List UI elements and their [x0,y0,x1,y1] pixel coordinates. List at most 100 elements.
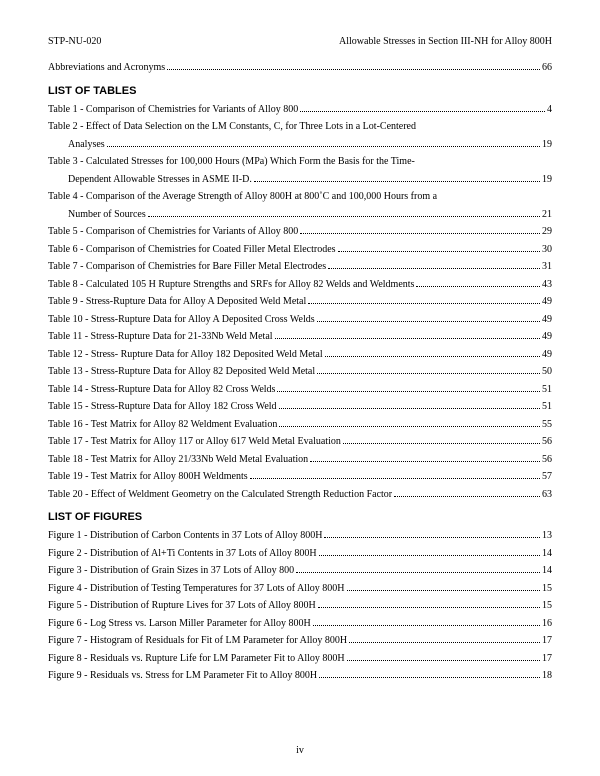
table-entry-page: 49 [542,348,552,362]
dot-leader [319,548,540,556]
table-entry-text: Table 6 - Comparison of Chemistries for … [48,243,336,257]
table-entry: Table 5 - Comparison of Chemistries for … [48,225,552,239]
table-entry: Table 12 - Stress- Rupture Data for Allo… [48,348,552,362]
dot-leader [416,279,540,287]
table-entry: Table 9 - Stress-Rupture Data for Alloy … [48,295,552,309]
figure-entry: Figure 1 - Distribution of Carbon Conten… [48,529,552,543]
table-entry-text: Table 10 - Stress-Rupture Data for Alloy… [48,313,315,327]
table-entry-page: 19 [542,138,552,152]
figure-entry: Figure 7 - Histogram of Residuals for Fi… [48,634,552,648]
page-number: iv [0,745,600,756]
table-entry: Table 11 - Stress-Rupture Data for 21-33… [48,330,552,344]
table-entry-text: Table 11 - Stress-Rupture Data for 21-33… [48,330,273,344]
table-entry: Table 20 - Effect of Weldment Geometry o… [48,488,552,502]
table-entry-page: 50 [542,365,552,379]
table-entry-text: Number of Sources [68,208,146,222]
table-entry: Table 17 - Test Matrix for Alloy 117 or … [48,435,552,449]
dot-leader [148,209,540,217]
table-entry: Table 4 - Comparison of the Average Stre… [48,190,552,204]
dot-leader [107,139,540,147]
list-of-figures-heading: LIST OF FIGURES [48,511,552,523]
dot-leader [300,226,540,234]
table-entry-page: 56 [542,435,552,449]
table-entry-text: Table 15 - Stress-Rupture Data for Alloy… [48,400,277,414]
dot-leader [347,583,540,591]
page: STP-NU-020 Allowable Stresses in Section… [0,0,600,776]
dot-leader [317,314,540,322]
figure-entry-text: Figure 3 - Distribution of Grain Sizes i… [48,564,294,578]
table-entry: Table 3 - Calculated Stresses for 100,00… [48,155,552,169]
pre-entry-page: 66 [542,61,552,75]
pre-entry: Abbreviations and Acronyms 66 [48,61,552,75]
table-entry-text: Table 9 - Stress-Rupture Data for Alloy … [48,295,306,309]
table-entry-page: 57 [542,470,552,484]
table-entry: Table 7 - Comparison of Chemistries for … [48,260,552,274]
table-entry-page: 63 [542,488,552,502]
table-entry: Dependent Allowable Stresses in ASME II-… [48,173,552,187]
figure-entry-text: Figure 5 - Distribution of Rupture Lives… [48,599,316,613]
table-entry-text: Analyses [68,138,105,152]
figure-entry: Figure 4 - Distribution of Testing Tempe… [48,582,552,596]
table-entry-page: 49 [542,295,552,309]
dot-leader [349,635,540,643]
figure-entry-text: Figure 4 - Distribution of Testing Tempe… [48,582,345,596]
table-entry: Analyses 19 [48,138,552,152]
figure-entry-page: 17 [542,652,552,666]
table-entry-text: Table 12 - Stress- Rupture Data for Allo… [48,348,323,362]
header-left: STP-NU-020 [48,36,101,47]
dot-leader [313,618,540,626]
table-entry: Number of Sources 21 [48,208,552,222]
dot-leader [394,489,540,497]
table-entry: Table 18 - Test Matrix for Alloy 21/33Nb… [48,453,552,467]
table-entry: Table 16 - Test Matrix for Alloy 82 Weld… [48,418,552,432]
list-of-tables-heading: LIST OF TABLES [48,85,552,97]
dot-leader [310,454,540,462]
table-entry-text: Table 20 - Effect of Weldment Geometry o… [48,488,392,502]
figure-entry-page: 14 [542,547,552,561]
dot-leader [279,419,540,427]
table-entry-page: 30 [542,243,552,257]
dot-leader [300,104,545,112]
table-entry-text: Table 8 - Calculated 105 H Rupture Stren… [48,278,414,292]
dot-leader [319,670,540,678]
figure-entry-page: 14 [542,564,552,578]
table-entry: Table 14 - Stress-Rupture Data for Alloy… [48,383,552,397]
dot-leader [277,384,540,392]
figure-entry-page: 15 [542,599,552,613]
table-entry: Table 1 - Comparison of Chemistries for … [48,103,552,117]
table-entry-text: Table 17 - Test Matrix for Alloy 117 or … [48,435,341,449]
dot-leader [347,653,540,661]
table-entry-text: Table 4 - Comparison of the Average Stre… [48,190,437,204]
pre-entry-text: Abbreviations and Acronyms [48,61,165,75]
table-entry-text: Table 1 - Comparison of Chemistries for … [48,103,298,117]
dot-leader [254,174,540,182]
dot-leader [308,296,540,304]
figure-entry-page: 17 [542,634,552,648]
table-entry-page: 21 [542,208,552,222]
figure-entry: Figure 3 - Distribution of Grain Sizes i… [48,564,552,578]
table-entry: Table 10 - Stress-Rupture Data for Alloy… [48,313,552,327]
table-entry-page: 51 [542,400,552,414]
table-entry-text: Table 5 - Comparison of Chemistries for … [48,225,298,239]
table-entry: Table 8 - Calculated 105 H Rupture Stren… [48,278,552,292]
dot-leader [318,600,540,608]
table-entry-text: Dependent Allowable Stresses in ASME II-… [68,173,252,187]
table-entry-text: Table 3 - Calculated Stresses for 100,00… [48,155,415,169]
dot-leader [324,530,540,538]
figure-entry: Figure 6 - Log Stress vs. Larson Miller … [48,617,552,631]
table-entry-page: 49 [542,330,552,344]
table-entry: Table 6 - Comparison of Chemistries for … [48,243,552,257]
table-entry-page: 31 [542,260,552,274]
dot-leader [338,244,540,252]
dot-leader [325,349,540,357]
dot-leader [296,565,540,573]
figure-entry-page: 15 [542,582,552,596]
table-entry-page: 29 [542,225,552,239]
figure-entry: Figure 9 - Residuals vs. Stress for LM P… [48,669,552,683]
dot-leader [343,436,540,444]
tables-list: Table 1 - Comparison of Chemistries for … [48,103,552,502]
dot-leader [317,366,540,374]
figure-entry-text: Figure 2 - Distribution of Al+Ti Content… [48,547,317,561]
table-entry-page: 51 [542,383,552,397]
table-entry-text: Table 7 - Comparison of Chemistries for … [48,260,326,274]
